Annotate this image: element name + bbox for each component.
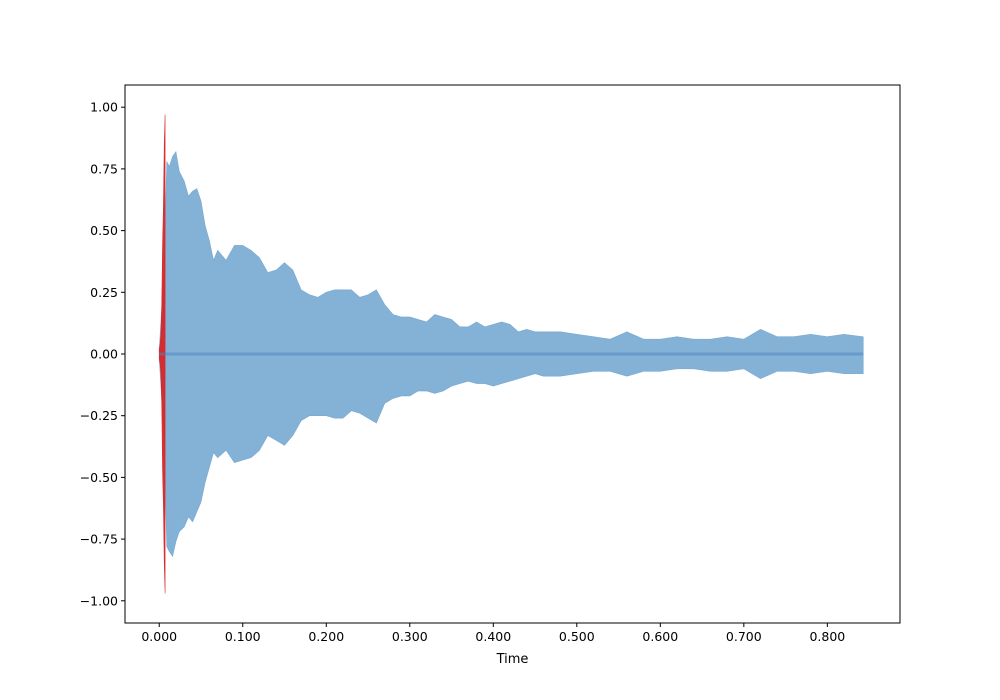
x-tick-label: 0.300 [392,629,428,644]
y-tick-label: −0.75 [80,532,118,547]
y-tick-label: 0.50 [90,223,118,238]
x-tick-label: 0.000 [141,629,177,644]
x-axis: 0.000 0.100 0.200 0.300 0.400 0.500 0.600 0.700… [141,623,845,644]
y-tick-label: 0.25 [90,285,118,300]
x-tick-label: 0.100 [225,629,261,644]
x-tick-label: 0.700 [726,629,762,644]
series-layer [158,114,864,594]
x-tick-label: 0.400 [475,629,511,644]
y-tick-label: 0.75 [90,161,118,176]
x-tick-label: 0.200 [308,629,344,644]
x-tick-label: 0.500 [559,629,595,644]
y-tick-label: −1.00 [80,593,118,608]
x-tick-label: 0.800 [809,629,845,644]
y-tick-label: −0.25 [80,408,118,423]
y-tick-label: 0.00 [90,347,118,362]
y-axis: 1.00 0.75 0.50 0.25 0.00 −0.25 −0.50 −0.75 −1.00 [80,100,125,608]
y-tick-label: −0.50 [80,470,118,485]
x-axis-title: Time [496,652,529,667]
y-tick-label: 1.00 [90,100,118,115]
x-tick-label: 0.600 [642,629,678,644]
